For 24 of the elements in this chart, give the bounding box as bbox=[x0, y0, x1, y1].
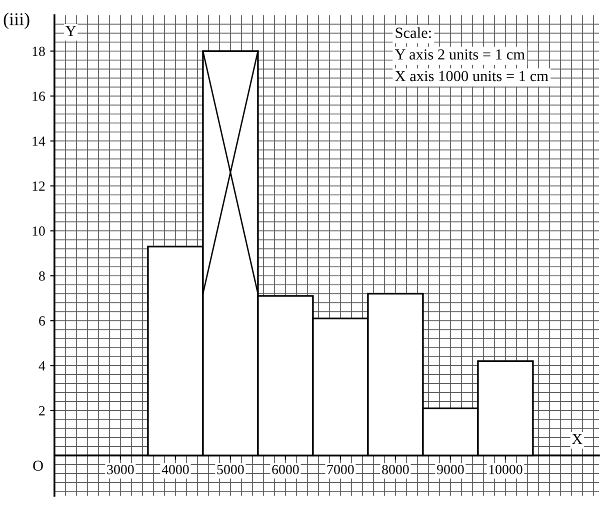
y-tick-label: 14 bbox=[32, 136, 46, 146]
annotation: Y axis 2 units = 1 cm bbox=[394, 49, 525, 60]
x-tick-label: 6000 bbox=[272, 464, 299, 474]
y-tick-label: 6 bbox=[39, 316, 46, 326]
y-tick-label: 4 bbox=[38, 361, 46, 370]
annotation: X axis 1000 units = 1 cm bbox=[395, 70, 548, 82]
x-tick-label: 5000 bbox=[217, 464, 244, 474]
chart-title: (iii) bbox=[4, 12, 30, 30]
text: O bbox=[33, 460, 43, 471]
x-tick-label: 9000 bbox=[437, 464, 464, 474]
y-axis-title: Y bbox=[65, 26, 76, 36]
x-tick-label: 3000 bbox=[107, 464, 134, 474]
x-tick-label: 8000 bbox=[382, 464, 409, 474]
y-tick-label: 18 bbox=[32, 46, 45, 56]
x-tick-label: 4000 bbox=[162, 464, 189, 474]
y-tick-label: 10 bbox=[32, 226, 45, 236]
x-tick-label: 7000 bbox=[327, 464, 354, 474]
y-tick-label: 16 bbox=[32, 92, 46, 101]
y-tick-label: 12 bbox=[32, 182, 45, 191]
y-tick-label: 8 bbox=[39, 271, 45, 281]
x-axis-title: X bbox=[572, 434, 582, 444]
annotation: Scale: bbox=[396, 27, 431, 38]
x-tick-label: 10000 bbox=[489, 464, 522, 474]
y-tick-label: 2 bbox=[39, 406, 45, 416]
